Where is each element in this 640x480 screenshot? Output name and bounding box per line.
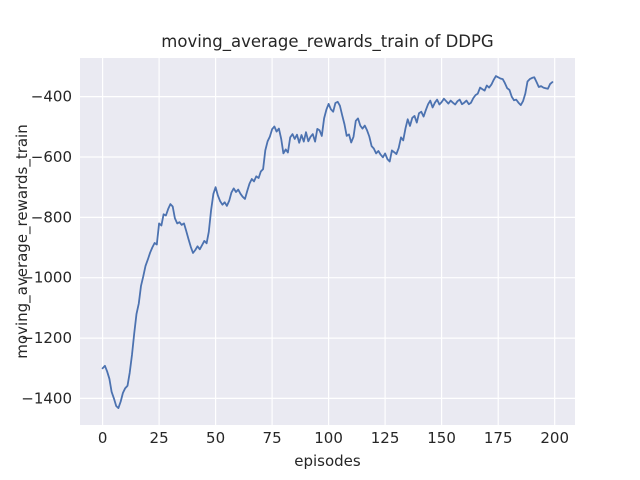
series-line-ddpg: [101, 75, 554, 409]
x-tick-label: 150: [427, 429, 456, 447]
x-tick-label: 100: [314, 429, 343, 447]
y-tick-label: −1000: [21, 269, 72, 287]
x-tick-label: 200: [540, 429, 569, 447]
tick-layer: 0 25 50 75 100 125 150 175 200 −400 −600 −800 −1000 −…: [21, 88, 569, 447]
y-tick-label: −1200: [21, 329, 72, 347]
y-tick-label: −800: [31, 208, 72, 226]
x-tick-label: 0: [98, 429, 108, 447]
x-tick-label: 125: [371, 429, 400, 447]
y-axis-label: moving_average_rewards_train: [13, 124, 32, 358]
chart-title: moving_average_rewards_train of DDPG: [161, 32, 493, 52]
x-tick-label: 75: [263, 429, 282, 447]
plot-layer: [80, 58, 575, 425]
x-axis-label: episodes: [294, 452, 361, 470]
plot-area: [80, 58, 575, 425]
x-tick-label: 50: [206, 429, 225, 447]
x-tick-label: 25: [150, 429, 169, 447]
y-tick-label: −600: [31, 148, 72, 166]
y-tick-label: −1400: [21, 389, 72, 407]
y-tick-label: −400: [31, 88, 72, 106]
x-tick-label: 175: [484, 429, 513, 447]
